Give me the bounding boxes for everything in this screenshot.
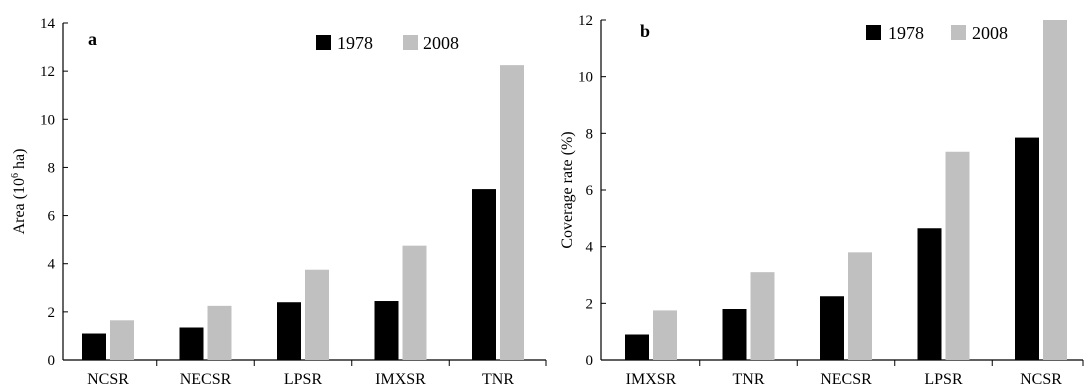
- bar-lpsr-1978: [917, 228, 942, 360]
- bar-necsr-2008: [848, 252, 872, 360]
- y-axis-label: Area (106 ha): [10, 149, 28, 235]
- bar-imxsr-2008: [402, 245, 427, 360]
- y-tick-label: 2: [586, 296, 594, 312]
- x-tick-label: TNR: [733, 371, 765, 388]
- legend-swatch-1978: [866, 25, 881, 40]
- legend-swatch-2008: [951, 25, 966, 40]
- bar-ncsr-2008: [1043, 20, 1067, 360]
- panel-label: b: [640, 21, 650, 41]
- x-tick-label: IMXSR: [626, 371, 677, 388]
- y-tick-label: 8: [48, 160, 56, 176]
- x-tick-label: NECSR: [180, 371, 232, 388]
- y-tick-label: 10: [578, 70, 593, 86]
- x-tick-label: NCSR: [87, 371, 129, 388]
- bar-necsr-1978: [820, 296, 844, 360]
- x-tick-label: NECSR: [820, 371, 872, 388]
- bar-tnr-2008: [750, 272, 775, 360]
- bar-ncsr-1978: [82, 333, 106, 360]
- legend-label-1978: 1978: [888, 23, 924, 43]
- bar-lpsr-1978: [277, 302, 301, 360]
- y-tick-label: 12: [578, 13, 593, 29]
- y-axis-label: Coverage rate (%): [559, 131, 576, 248]
- legend-label-2008: 2008: [972, 23, 1008, 43]
- y-tick-label: 6: [586, 183, 594, 199]
- y-tick-label: 0: [48, 353, 56, 369]
- y-tick-label: 12: [40, 64, 55, 80]
- bar-imxsr-1978: [625, 334, 649, 360]
- y-tick-label: 14: [40, 16, 56, 32]
- legend-swatch-2008: [403, 35, 418, 50]
- bar-tnr-1978: [722, 309, 747, 360]
- y-tick-label: 0: [586, 353, 594, 369]
- bar-lpsr-2008: [945, 151, 970, 360]
- chart-panel-b: 0 2 4 6 8 10 12 IMXSR TNR NECSR LPSR NCSR Coverage r…: [559, 13, 1084, 388]
- x-tick-label: IMXSR: [375, 371, 426, 388]
- panel-label: a: [88, 29, 97, 49]
- bar-imxsr-2008: [653, 310, 677, 360]
- chart-panel-a: 0 2 4 6 8 10 12 14 NCSR NECSR LPSR IMXSR TNR Area (10…: [10, 16, 547, 388]
- x-tick-label: NCSR: [1020, 371, 1062, 388]
- y-tick-label: 8: [586, 126, 594, 142]
- legend-swatch-1978: [316, 35, 331, 50]
- bar-necsr-2008: [207, 305, 232, 360]
- y-tick-label: 4: [586, 240, 594, 256]
- bar-tnr-1978: [472, 189, 496, 360]
- x-tick-label: TNR: [482, 371, 514, 388]
- y-tick-label: 6: [48, 209, 56, 225]
- y-tick-label: 4: [48, 257, 56, 273]
- y-tick-label: 2: [48, 305, 56, 321]
- legend-label-1978: 1978: [337, 33, 373, 53]
- bar-imxsr-1978: [374, 301, 399, 360]
- bar-necsr-1978: [179, 327, 204, 360]
- bar-ncsr-2008: [110, 320, 134, 360]
- x-tick-label: LPSR: [924, 371, 963, 388]
- y-tick-label: 10: [40, 112, 55, 128]
- bar-lpsr-2008: [305, 269, 329, 360]
- bar-ncsr-1978: [1015, 137, 1039, 360]
- legend-label-2008: 2008: [423, 33, 459, 53]
- x-tick-label: LPSR: [284, 371, 323, 388]
- bar-tnr-2008: [500, 65, 524, 360]
